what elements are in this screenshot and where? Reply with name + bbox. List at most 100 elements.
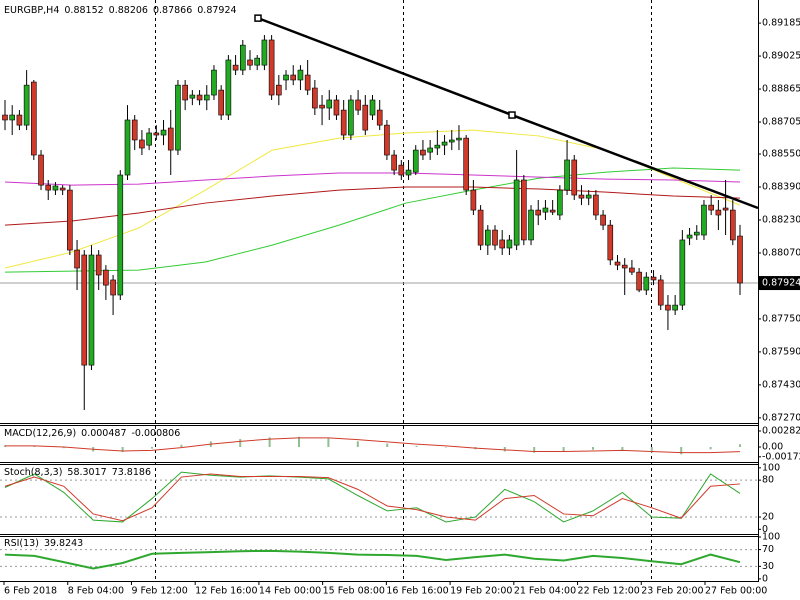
macd-bar	[415, 445, 418, 448]
candle-body	[549, 209, 556, 213]
candle-body	[729, 209, 736, 241]
candle-body	[340, 109, 347, 136]
candle-body	[665, 304, 671, 311]
x-tick-label: 21 Feb 04:00	[514, 586, 576, 597]
macd-bar	[33, 445, 36, 448]
y-tick-label: -0.001729	[762, 451, 800, 462]
macd-bar	[621, 447, 624, 451]
candle-body	[585, 194, 592, 199]
candle-body	[701, 204, 707, 236]
candle-body	[506, 239, 513, 249]
candle-body	[672, 304, 678, 311]
candle-body	[621, 264, 628, 269]
macd-bar	[709, 447, 712, 450]
y-tick-label: 20	[762, 512, 774, 523]
candle-body	[376, 109, 383, 126]
candle-body	[715, 209, 722, 216]
candle-body	[38, 154, 44, 186]
candle-body	[261, 39, 268, 66]
macd-bar	[739, 444, 741, 448]
candle-body	[276, 84, 282, 96]
candle-body	[110, 279, 116, 296]
candle-body	[189, 94, 196, 99]
y-tick-label: 0	[762, 524, 768, 535]
macd-bar	[680, 447, 683, 455]
y-tick-label: 100	[762, 462, 780, 473]
candle-body	[679, 239, 686, 306]
candle-body	[362, 104, 369, 131]
candle-body	[355, 99, 361, 111]
ohlc-value: 0.88152	[64, 5, 103, 16]
chart-header: EURGBP,H4 0.88152 0.88206 0.87866 0.87924	[4, 5, 237, 16]
y-tick-label: 0.87590	[762, 346, 800, 357]
candle-body	[708, 204, 714, 211]
macd-bar	[386, 443, 389, 448]
macd-signal	[5, 437, 741, 454]
candle-body	[218, 89, 224, 116]
candle-body	[369, 99, 376, 116]
macd-bar	[503, 447, 506, 452]
candle-body	[513, 179, 520, 246]
candle-body	[319, 104, 325, 109]
y-tick-label: 0.88705	[762, 117, 800, 128]
candle-body	[74, 249, 80, 269]
x-tick-label: 16 Feb 16:00	[386, 586, 448, 597]
candle-body	[528, 209, 534, 241]
candle-body	[196, 94, 203, 101]
current-price-label: 0.87924	[762, 278, 800, 289]
candle-body	[312, 87, 318, 109]
candle-body	[232, 64, 239, 71]
y-tick-label: 0.002827	[762, 425, 800, 436]
candle-body	[463, 137, 469, 191]
candle-body	[326, 99, 333, 109]
candle-body	[81, 254, 88, 366]
candle-body	[88, 254, 95, 366]
candle-body	[600, 214, 606, 226]
moving-average	[4, 186, 741, 226]
x-tick-label: 15 Feb 08:00	[323, 586, 385, 597]
indicator-value: 58.3017	[67, 467, 106, 478]
candle-body	[333, 99, 340, 116]
separators	[0, 0, 759, 582]
candle-body	[139, 139, 145, 149]
candle-body	[23, 84, 30, 126]
candle-body	[578, 194, 585, 199]
candle-body	[434, 144, 441, 149]
y-tick-label: 0.88550	[762, 148, 800, 159]
candle-body	[650, 276, 657, 281]
ohlc-value: 0.87866	[153, 5, 192, 16]
y-tick-label: 80	[762, 475, 774, 486]
x-tick-label: 14 Feb 00:00	[259, 586, 321, 597]
x-tick-label: 19 Feb 20:00	[450, 586, 512, 597]
candle-body	[636, 271, 642, 291]
y-tick-label: 0.88230	[762, 214, 800, 225]
x-tick-label: 27 Feb 00:00	[705, 586, 767, 597]
candle-body	[247, 59, 253, 66]
candle-body	[521, 179, 527, 241]
x-tick-label: 22 Feb 12:00	[578, 586, 640, 597]
candle-body	[492, 229, 498, 246]
candle-body	[304, 74, 311, 91]
candle-body	[211, 69, 217, 96]
candle-body	[2, 114, 8, 121]
candle-body	[571, 159, 578, 196]
candle-body	[31, 81, 37, 156]
y-tick-label: 0.89185	[762, 18, 800, 29]
symbol: EURGBP,H4	[4, 5, 59, 16]
y-tick-label: 0.00	[762, 442, 783, 453]
indicator-value: 0.000487	[81, 428, 126, 439]
candle-body	[348, 99, 354, 136]
y-tick-label: 0.87270	[762, 412, 800, 423]
indicator-name: Stoch(8,3,3)	[4, 467, 62, 478]
candle-body	[484, 229, 491, 246]
candle-body	[643, 276, 650, 291]
x-tick-label: 9 Feb 12:00	[131, 586, 187, 597]
candle-body	[131, 119, 138, 141]
rsi-title: RSI(13) 39.8243	[4, 538, 83, 549]
rsi-line	[4, 549, 741, 570]
candle-body	[283, 74, 289, 81]
y-tick-label: 0.87750	[762, 313, 800, 324]
trendline-anchor	[508, 111, 516, 119]
candle-body	[239, 44, 246, 71]
